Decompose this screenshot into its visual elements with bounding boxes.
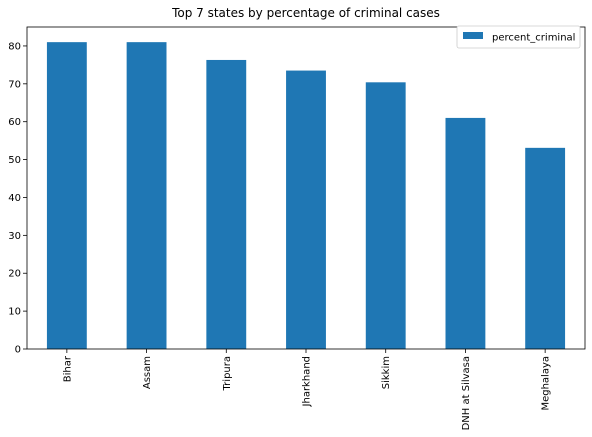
y-tick-label: 10	[8, 307, 21, 318]
y-tick-label: 50	[8, 155, 21, 166]
x-axis: Bihar Assam Tripura Jharkhand Sikkim DNH at S…	[62, 349, 552, 430]
legend: percent_criminal	[456, 25, 581, 49]
bar-sikkim	[365, 82, 406, 350]
y-axis: 0 10 20 30 40 50 60 70 80	[8, 41, 27, 356]
plot-frame	[26, 26, 586, 350]
y-tick-label: 70	[8, 79, 21, 90]
bars	[46, 42, 566, 350]
y-tick-label: 20	[8, 269, 21, 280]
y-tick-label: 40	[8, 193, 21, 204]
x-tick-label: Meghalaya	[541, 356, 552, 411]
y-tick-label: 30	[8, 231, 21, 242]
x-tick-label: Sikkim	[381, 356, 392, 389]
x-tick-label: Tripura	[222, 356, 233, 391]
bar-jharkhand	[286, 70, 326, 350]
y-tick-label: 0	[15, 345, 21, 356]
x-tick-label: Bihar	[62, 355, 73, 382]
legend-box	[456, 25, 581, 49]
legend-label: percent_criminal	[492, 33, 575, 44]
legend-swatch	[463, 32, 483, 39]
bar-dnh-at-silvasa	[445, 117, 486, 349]
x-tick-label: Assam	[142, 356, 153, 389]
x-tick-label: Jharkhand	[302, 356, 313, 407]
bar-meghalaya	[525, 147, 566, 349]
y-tick-label: 80	[8, 41, 21, 52]
bar-bihar	[46, 42, 87, 349]
chart-title: Top 7 states by percentage of criminal c…	[171, 6, 440, 20]
y-tick-label: 60	[8, 117, 21, 128]
x-tick-label: DNH at Silvasa	[461, 356, 472, 430]
bar-assam	[126, 42, 167, 349]
bar-tripura	[206, 59, 247, 350]
